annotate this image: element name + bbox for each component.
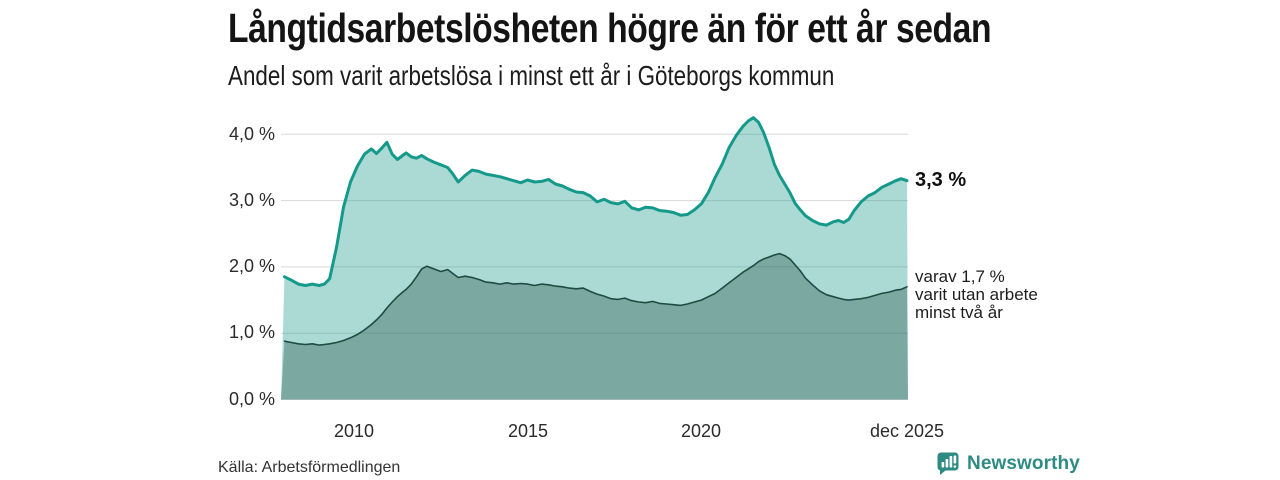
x-axis-tick-2020: 2020 [680, 421, 722, 441]
y-axis-tick-0: 0,0 % [228, 389, 275, 409]
x-axis-tick-2015: 2015 [507, 421, 549, 441]
source-attribution: Källa: Arbetsförmedlingen [218, 459, 401, 476]
area-fill-min-two-years [281, 253, 908, 400]
area-fill-min-one-year [281, 117, 908, 400]
annotation-line-3: minst två år [915, 303, 1003, 322]
series-total-end-value-label: 3,3 % [915, 169, 967, 191]
y-axis-tick-4: 4,0 % [228, 124, 275, 144]
y-axis-tick-1: 1,0 % [228, 322, 275, 342]
x-axis-tick-dec-2025: dec 2025 [869, 421, 945, 441]
x-axis-tick-2010: 2010 [333, 421, 375, 441]
y-axis-tick-2: 2,0 % [228, 256, 275, 276]
chart-subtitle: Andel som varit arbetslösa i minst ett å… [228, 60, 835, 91]
series-line-min-one-year [283, 116, 909, 287]
page-title: Långtidsarbetslösheten högre än för ett … [228, 5, 992, 51]
y-axis-tick-3: 3,0 % [228, 190, 275, 210]
annotation-line-2: varit utan arbete [915, 285, 1038, 304]
series-two-years-annotation: varav 1,7 % varit utan arbete minst två … [915, 268, 1038, 322]
newsworthy-bars-icon [936, 451, 960, 476]
newsworthy-wordmark: Newsworthy [967, 452, 1080, 474]
annotation-line-1: varav 1,7 % [915, 267, 1005, 286]
newsworthy-logo[interactable]: Newsworthy [936, 451, 1080, 476]
series-line-min-two-years [283, 252, 908, 346]
